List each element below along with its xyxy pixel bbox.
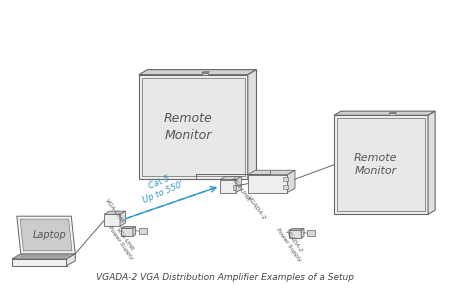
Polygon shape bbox=[248, 175, 288, 192]
Text: VGADA-2: VGADA-2 bbox=[246, 194, 266, 221]
Polygon shape bbox=[289, 230, 301, 238]
Polygon shape bbox=[389, 113, 395, 115]
Polygon shape bbox=[284, 177, 288, 181]
Polygon shape bbox=[233, 185, 236, 190]
Polygon shape bbox=[301, 229, 304, 238]
Polygon shape bbox=[104, 214, 120, 226]
Polygon shape bbox=[104, 211, 126, 214]
Polygon shape bbox=[133, 227, 135, 236]
Polygon shape bbox=[121, 228, 133, 236]
Polygon shape bbox=[248, 70, 256, 179]
Polygon shape bbox=[220, 180, 236, 192]
Polygon shape bbox=[307, 230, 315, 236]
Text: Remote
Monitor: Remote Monitor bbox=[354, 153, 397, 176]
Polygon shape bbox=[248, 170, 295, 175]
Text: VGADA-2 VGA Distribution Amplifier Examples of a Setup: VGADA-2 VGA Distribution Amplifier Examp… bbox=[96, 273, 354, 282]
Text: VGA-UHR: VGA-UHR bbox=[230, 176, 251, 203]
Text: VGA-UHR
Power Supply: VGA-UHR Power Supply bbox=[107, 222, 139, 261]
Polygon shape bbox=[337, 118, 425, 211]
Polygon shape bbox=[202, 72, 210, 73]
Polygon shape bbox=[288, 170, 295, 192]
Polygon shape bbox=[121, 227, 135, 228]
Polygon shape bbox=[20, 219, 72, 251]
Polygon shape bbox=[236, 177, 241, 192]
Polygon shape bbox=[12, 259, 67, 266]
Polygon shape bbox=[334, 111, 435, 115]
Polygon shape bbox=[12, 254, 75, 259]
Polygon shape bbox=[67, 254, 75, 266]
Text: Cat 5
Up to 550': Cat 5 Up to 550' bbox=[137, 170, 185, 205]
Polygon shape bbox=[289, 229, 304, 230]
Polygon shape bbox=[202, 73, 208, 75]
Text: VGADA-2
Power Supply: VGADA-2 Power Supply bbox=[275, 224, 307, 263]
Polygon shape bbox=[139, 70, 256, 75]
Polygon shape bbox=[334, 115, 428, 214]
Text: VGA-UHR: VGA-UHR bbox=[104, 197, 125, 224]
Polygon shape bbox=[284, 185, 288, 188]
Polygon shape bbox=[389, 112, 396, 113]
Polygon shape bbox=[17, 216, 75, 254]
Polygon shape bbox=[220, 177, 241, 180]
Text: Laptop: Laptop bbox=[33, 230, 67, 240]
Polygon shape bbox=[428, 111, 435, 214]
Text: Remote
Monitor: Remote Monitor bbox=[163, 112, 212, 142]
Polygon shape bbox=[142, 78, 245, 176]
Polygon shape bbox=[120, 211, 126, 226]
Polygon shape bbox=[139, 75, 248, 179]
Polygon shape bbox=[139, 228, 147, 234]
